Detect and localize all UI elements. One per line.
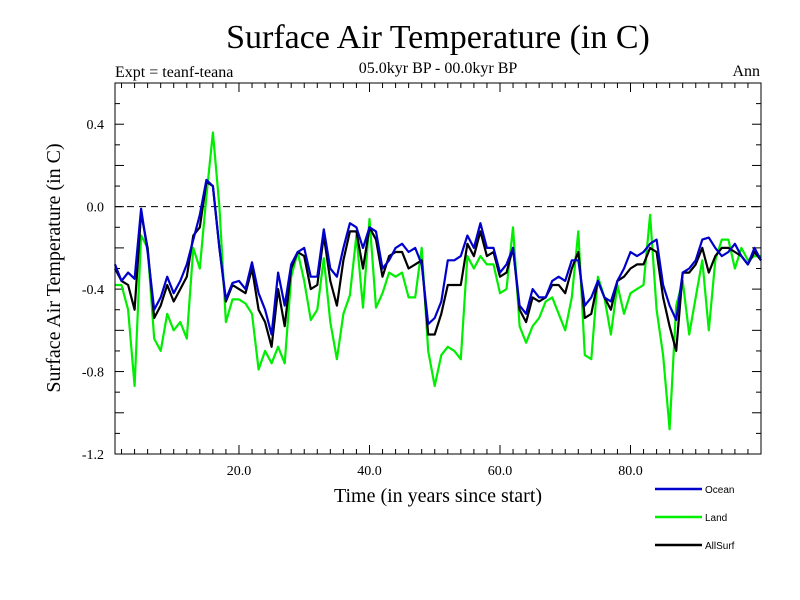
legend-label-ocean: Ocean <box>705 485 734 496</box>
chart-subtitle: 05.0kyr BP - 00.0kyr BP <box>359 60 518 77</box>
x-tick-label: 80.0 <box>618 464 643 479</box>
x-tick-label: 60.0 <box>488 464 513 479</box>
x-tick-label: 20.0 <box>227 464 252 479</box>
y-tick-label: -0.4 <box>82 283 104 298</box>
series-line-ocean <box>113 178 762 336</box>
y-axis-label: Surface Air Temperature (in C) <box>43 143 65 392</box>
y-tick-label: -1.2 <box>82 448 104 463</box>
legend-label-allsurf: AllSurf <box>705 541 735 552</box>
y-tick-label: 0.0 <box>87 201 105 216</box>
x-tick-label: 40.0 <box>357 464 382 479</box>
y-tick-label: -0.8 <box>82 366 104 381</box>
chart-title: Surface Air Temperature (in C) <box>226 19 650 56</box>
x-axis-label: Time (in years since start) <box>334 485 542 507</box>
legend-label-land: Land <box>705 513 727 524</box>
plot-area: 0.4 0.0 -0.4 -0.8 -1.2 20.0 40.0 60.0 80.0 <box>82 82 762 479</box>
series-line-allsurf <box>114 180 762 352</box>
experiment-label: Expt = teanf-teana <box>115 64 233 81</box>
season-label: Ann <box>732 63 760 80</box>
y-tick-label: 0.4 <box>87 118 105 133</box>
plot-frame <box>114 82 762 455</box>
series-line-land <box>115 131 761 431</box>
legend: Ocean Land AllSurf <box>655 485 735 552</box>
